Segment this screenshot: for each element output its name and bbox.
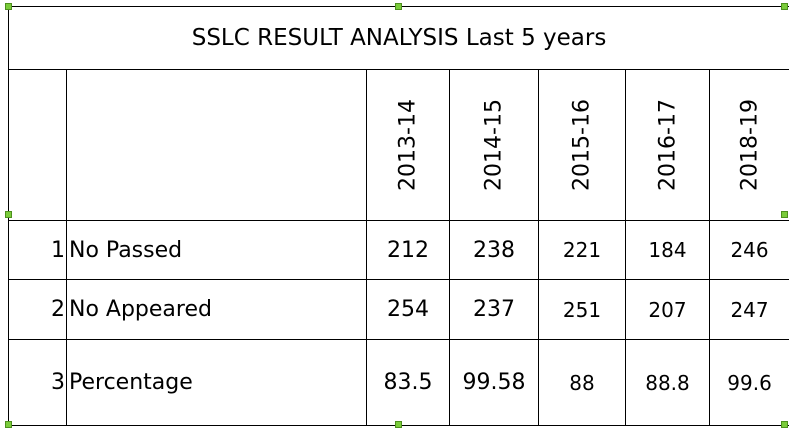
value-cell: 237 — [449, 279, 539, 340]
year-header-2018-19: 2018-19 — [708, 69, 789, 221]
selection-handle-bottom-right[interactable] — [781, 421, 788, 428]
selection-handle-bottom-center[interactable] — [395, 421, 402, 428]
year-label: 2018-19 — [737, 99, 763, 191]
value-cell: 221 — [538, 220, 626, 280]
selection-handle-top-left[interactable] — [5, 3, 12, 10]
value-cell: 251 — [538, 279, 626, 340]
year-header-2016-17: 2016-17 — [625, 69, 710, 221]
row-index: 3 — [8, 339, 67, 426]
value-cell: 88 — [538, 339, 626, 426]
table-row-percentage: 3 Percentage 83.5 99.58 88 88.8 99.6 — [8, 339, 789, 426]
table-row-no-appeared: 2 No Appeared 254 237 251 207 247 — [8, 279, 789, 340]
result-analysis-table: SSLC RESULT ANALYSIS Last 5 years 2013-1… — [7, 6, 789, 426]
row-index: 1 — [8, 220, 67, 280]
year-label: 2013-14 — [395, 99, 421, 191]
selection-handle-top-right[interactable] — [781, 3, 788, 10]
selection-handle-middle-left[interactable] — [5, 211, 12, 218]
row-label: No Appeared — [66, 279, 367, 340]
year-header-2013-14: 2013-14 — [366, 69, 450, 221]
value-cell: 99.58 — [449, 339, 539, 426]
value-cell: 238 — [449, 220, 539, 280]
selection-handle-bottom-left[interactable] — [5, 421, 12, 428]
result-table-frame[interactable]: SSLC RESULT ANALYSIS Last 5 years 2013-1… — [7, 6, 789, 426]
value-cell: 184 — [625, 220, 710, 280]
row-label: No Passed — [66, 220, 367, 280]
table-row-no-passed: 1 No Passed 212 238 221 184 246 — [8, 220, 789, 280]
value-cell: 99.6 — [708, 339, 789, 426]
value-cell: 247 — [708, 279, 789, 340]
year-header-2014-15: 2014-15 — [449, 69, 539, 221]
value-cell: 212 — [366, 220, 450, 280]
row-index: 2 — [8, 279, 67, 340]
table-title: SSLC RESULT ANALYSIS Last 5 years — [7, 6, 789, 70]
year-label: 2016-17 — [655, 99, 680, 191]
selection-handle-middle-right[interactable] — [781, 211, 788, 218]
value-cell: 88.8 — [625, 339, 710, 426]
year-label: 2015-16 — [569, 99, 595, 191]
value-cell: 207 — [625, 279, 710, 340]
year-header-2015-16: 2015-16 — [538, 69, 626, 221]
index-header-cell — [8, 69, 67, 221]
value-cell: 83.5 — [366, 339, 450, 426]
label-header-cell — [66, 69, 367, 221]
year-header-row: 2013-14 2014-15 2015-16 2016-17 2018-19 — [8, 69, 789, 221]
row-label: Percentage — [66, 339, 367, 426]
value-cell: 246 — [708, 220, 789, 280]
selection-handle-top-center[interactable] — [395, 3, 402, 10]
value-cell: 254 — [366, 279, 450, 340]
year-label: 2014-15 — [481, 99, 507, 191]
